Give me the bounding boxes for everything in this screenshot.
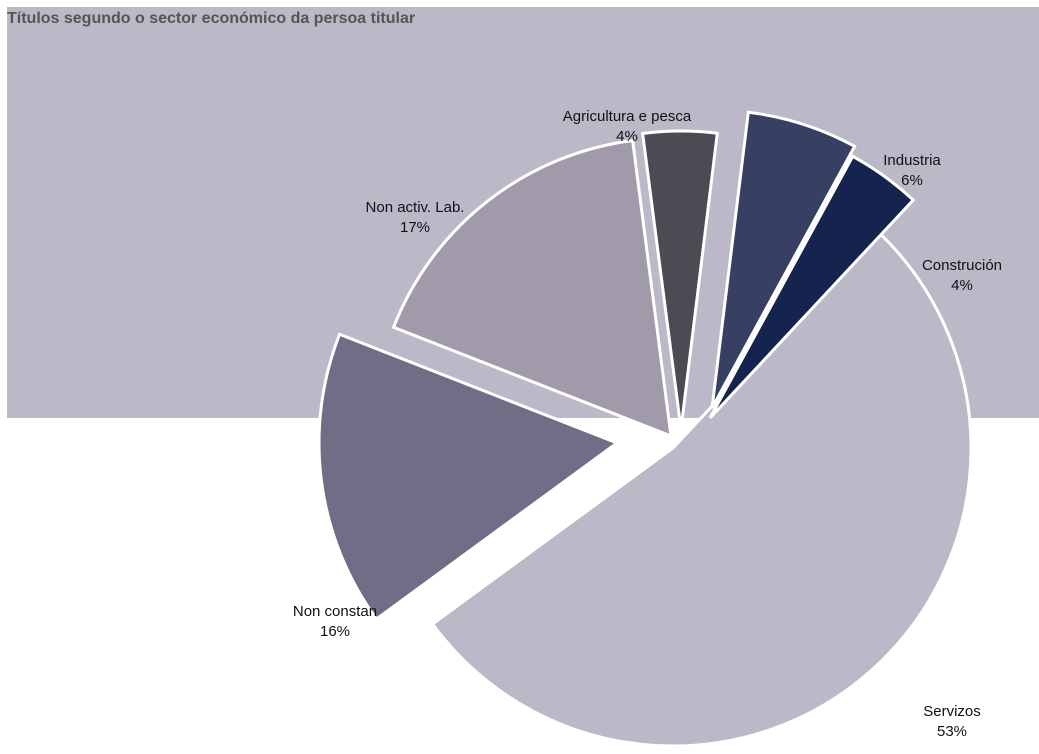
slice-value-non-activ-lab: 17% bbox=[400, 219, 430, 236]
pie-slice-industria bbox=[710, 110, 857, 409]
pie-slice-non-activ-lab bbox=[391, 138, 673, 439]
pie-slice-agricultura-e-pesca bbox=[640, 129, 719, 430]
pie-slice-construcion bbox=[708, 154, 916, 420]
slice-label-non-activ-lab: Non activ. Lab. bbox=[366, 199, 465, 216]
pie-slice-servizos bbox=[430, 227, 973, 748]
slice-label-servizos: Servizos bbox=[923, 703, 981, 720]
slice-value-non-constan: 16% bbox=[320, 623, 350, 640]
slice-value-agricultura-e-pesca: 4% bbox=[616, 128, 638, 145]
slice-label-agricultura-e-pesca: Agricultura e pesca bbox=[563, 108, 692, 125]
slice-value-servizos: 53% bbox=[937, 723, 967, 740]
slice-label-non-constan: Non constan bbox=[293, 603, 377, 620]
pie-slice-non-constan bbox=[317, 332, 621, 622]
slice-label-construcion: Construción bbox=[922, 257, 1002, 274]
slice-label-industria: Industria bbox=[883, 152, 941, 169]
chart-title: Títulos segundo o sector económico da pe… bbox=[7, 10, 415, 27]
slice-value-construcion: 4% bbox=[951, 277, 973, 294]
slice-value-industria: 6% bbox=[901, 172, 923, 189]
